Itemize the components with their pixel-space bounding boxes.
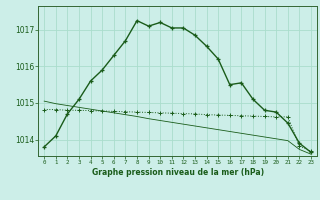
X-axis label: Graphe pression niveau de la mer (hPa): Graphe pression niveau de la mer (hPa) (92, 168, 264, 177)
